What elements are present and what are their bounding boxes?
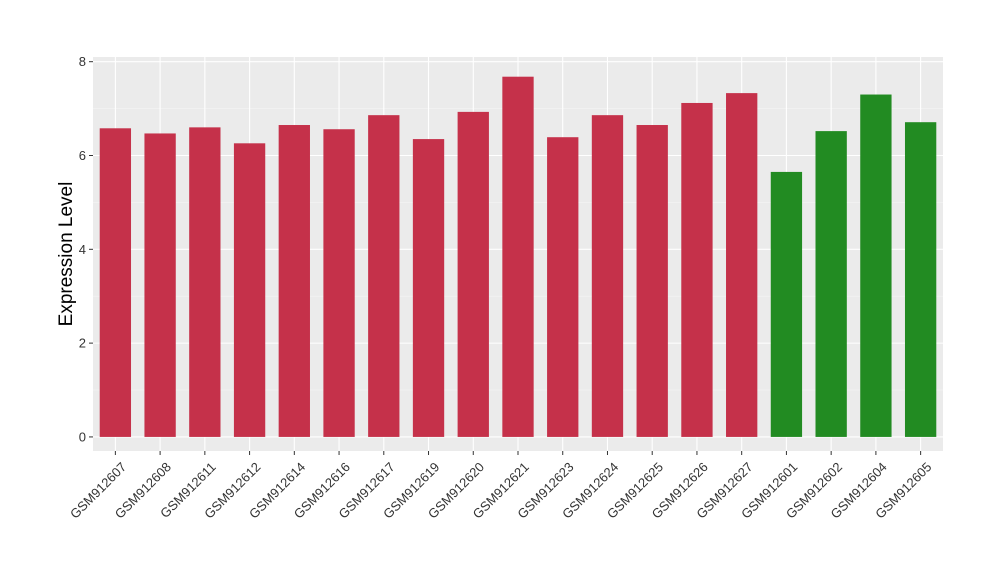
bar-GSM912614 [278,125,310,437]
y-tick-label: 2 [79,336,86,351]
bar-GSM912605 [904,122,937,437]
x-axis: GSM912607GSM912608GSM912611GSM912612GSM9… [67,451,935,522]
bar-GSM912621 [502,76,534,437]
bar-GSM912627 [726,93,758,437]
bar-GSM912626 [681,102,713,437]
bar-GSM912624 [591,115,624,437]
bar-GSM912625 [636,125,668,437]
bar-GSM912617 [368,115,400,437]
bar-GSM912623 [547,137,579,437]
bar-GSM912616 [323,129,355,437]
y-tick-label: 8 [79,54,86,69]
y-axis-title: Expression Level [56,182,77,327]
bar-GSM912619 [412,139,445,437]
bar-GSM912604 [860,94,892,437]
bar-GSM912620 [457,111,489,437]
y-tick-label: 6 [79,148,86,163]
y-tick-label: 4 [79,242,86,257]
bar-GSM912611 [189,127,221,437]
bar-GSM912608 [144,133,176,437]
y-axis: 0 2 4 6 8 [79,54,93,444]
bar-GSM912601 [770,171,803,437]
bar-GSM912607 [99,128,132,437]
y-tick-label: 0 [79,429,86,444]
bars [99,76,937,437]
bar-GSM912602 [815,131,847,437]
bar-GSM912612 [233,143,266,437]
